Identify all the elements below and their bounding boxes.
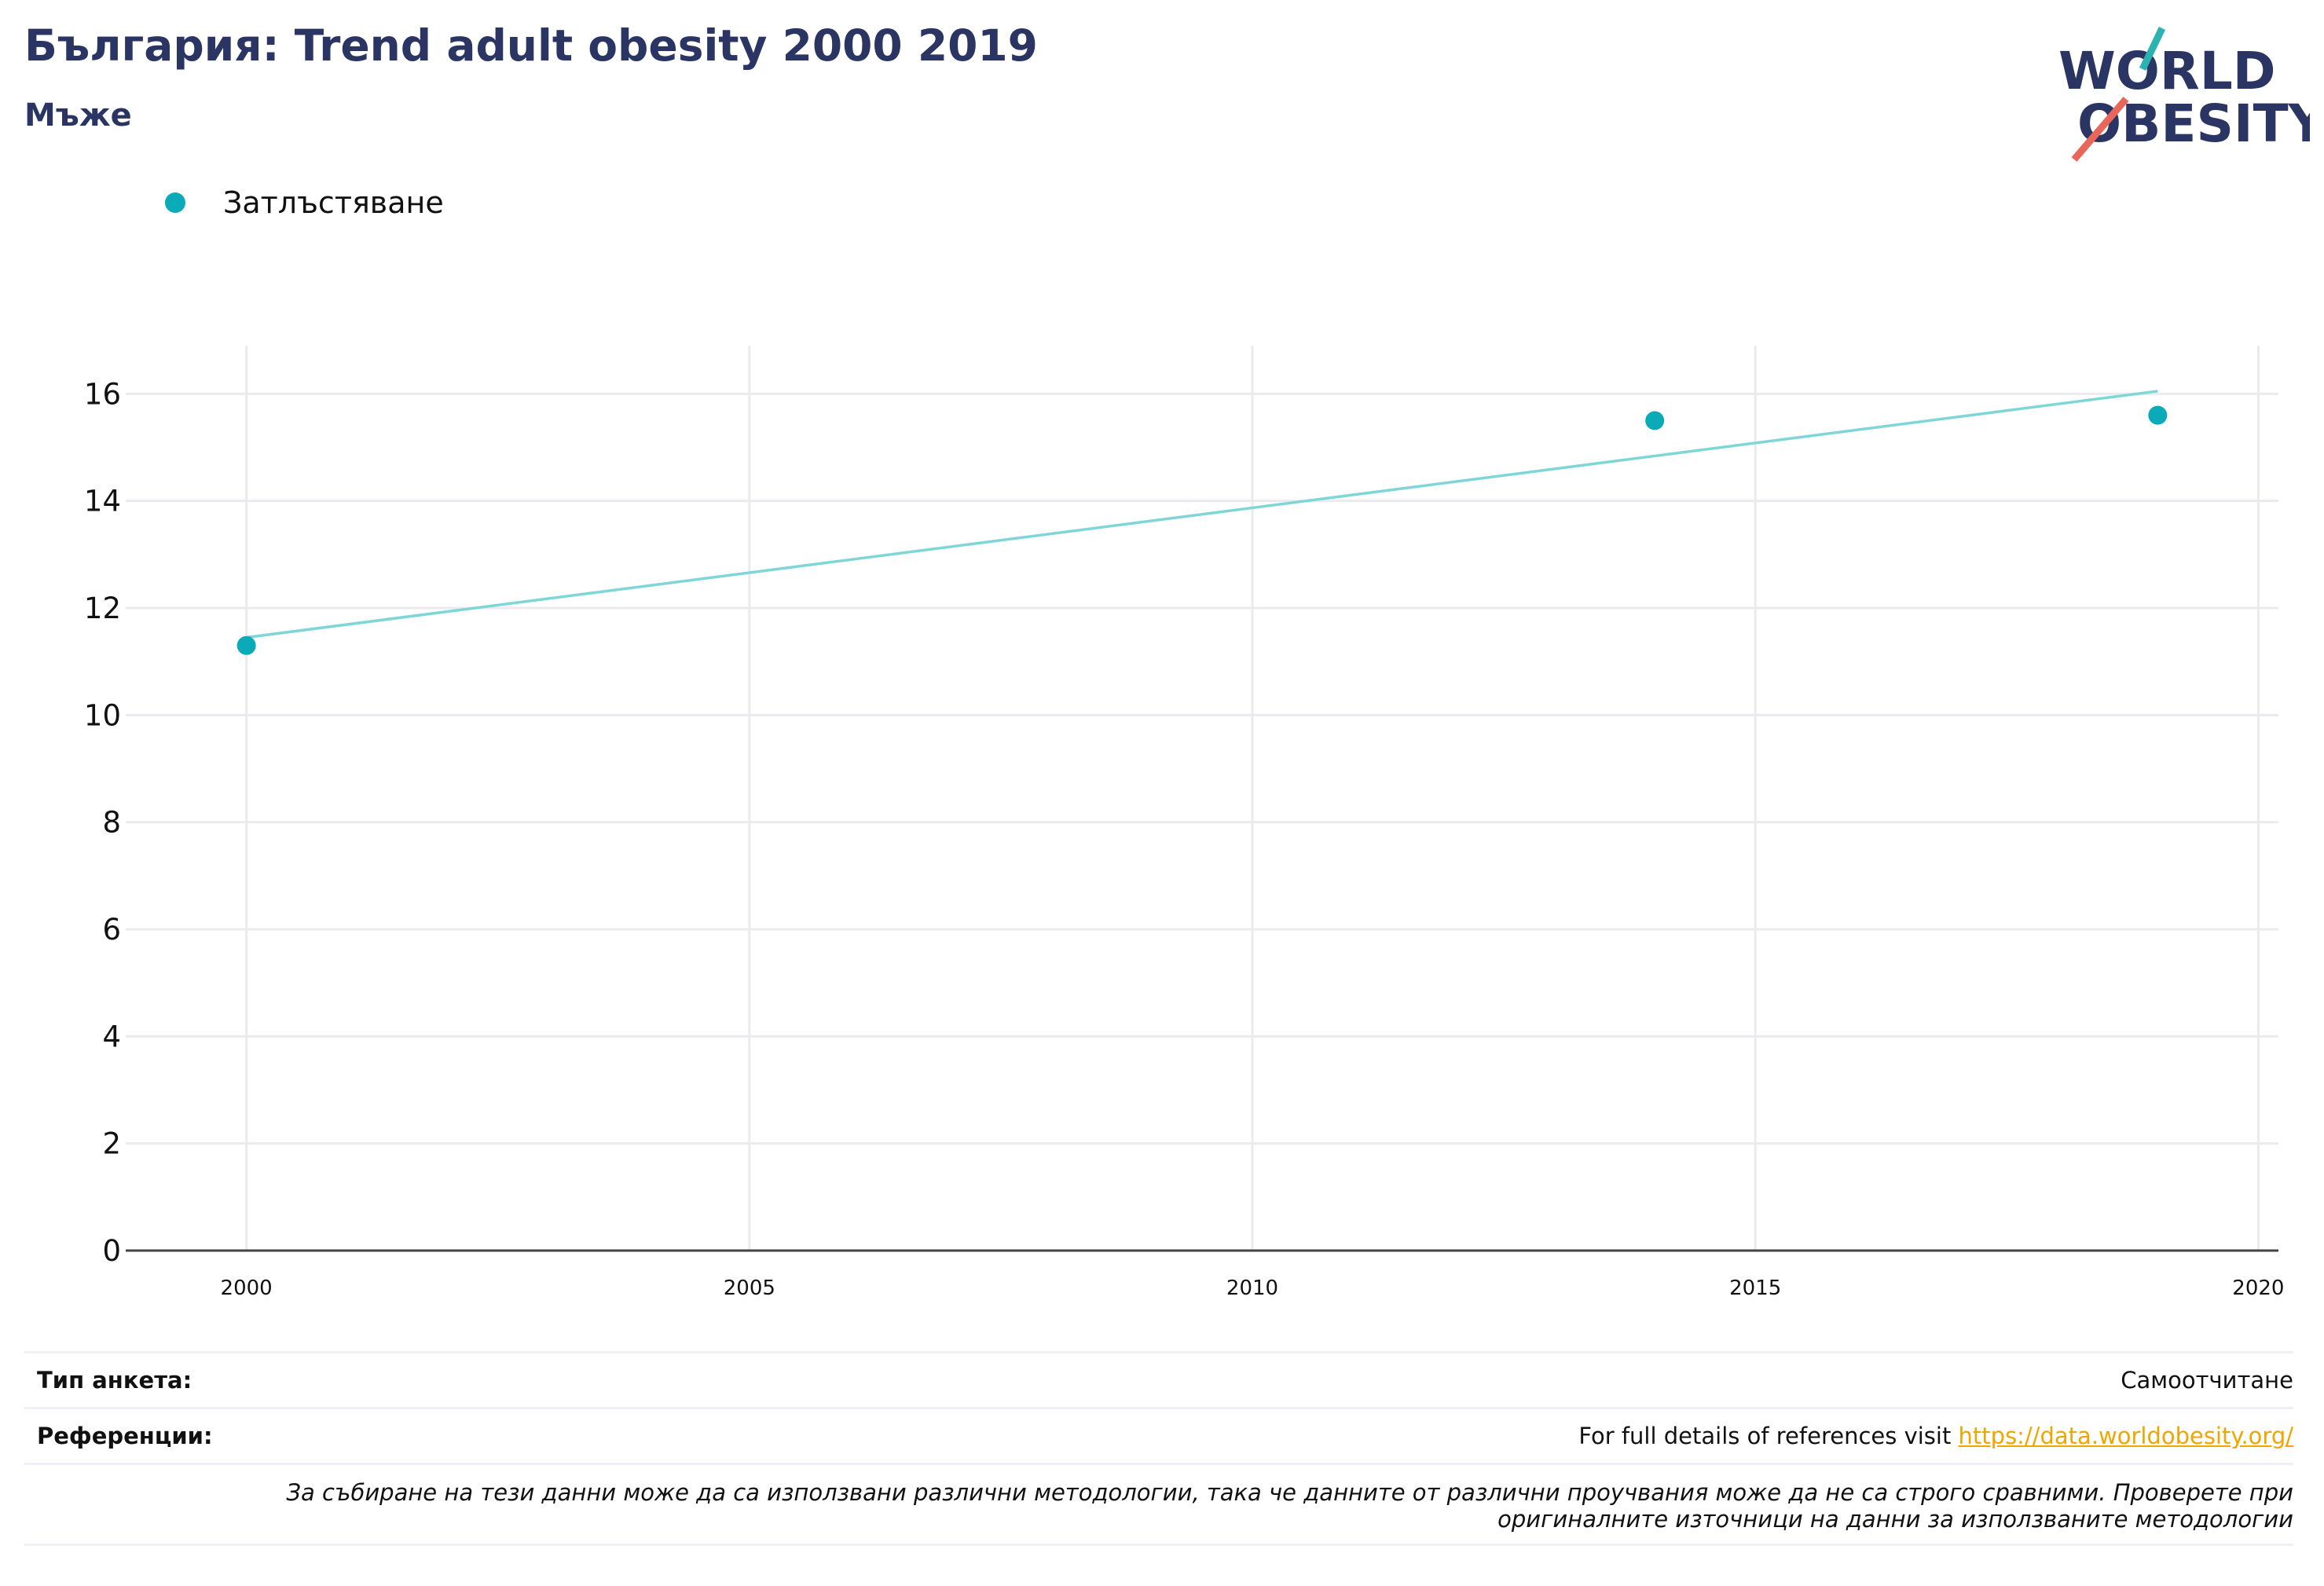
x-tick-label: 2010 — [1226, 1276, 1278, 1300]
survey-type-value: Самоотчитане — [2121, 1367, 2293, 1394]
page-title: България: Trend adult obesity 2000 2019 — [24, 20, 1038, 71]
y-tick-label: 4 — [102, 1020, 121, 1053]
legend-label: Затлъстяване — [223, 185, 444, 220]
legend-marker-icon — [165, 192, 185, 213]
y-tick-label: 16 — [84, 377, 121, 411]
references-row: Референции: For full details of referenc… — [24, 1407, 2293, 1463]
page-subtitle: Мъже — [24, 97, 132, 134]
y-tick-label: 6 — [102, 913, 121, 947]
logo-slash-red — [2071, 97, 2129, 162]
x-tick-label: 2020 — [2232, 1276, 2284, 1300]
references-text: For full details of references visit — [1578, 1423, 1959, 1449]
logo-slash-teal — [2139, 27, 2166, 71]
data-point — [236, 635, 256, 655]
chart-legend[interactable]: Затлъстяване — [165, 183, 444, 222]
survey-type-row: Тип анкета: Самоотчитане — [24, 1351, 2293, 1407]
logo-word-obesity: OBESITY — [2077, 93, 2310, 154]
x-tick-label: 2015 — [1729, 1276, 1781, 1300]
methodology-note-line-2: оригиналните източници на данни за изпол… — [1497, 1506, 2293, 1533]
y-tick-label: 14 — [84, 485, 121, 518]
references-value: For full details of references visit htt… — [1578, 1423, 2293, 1449]
x-tick-label: 2005 — [724, 1276, 775, 1300]
references-link[interactable]: https://data.worldobesity.org/ — [1958, 1423, 2293, 1449]
trend-line — [246, 390, 2158, 639]
y-tick-label: 0 — [102, 1234, 121, 1268]
y-tick-label: 8 — [102, 806, 121, 840]
chart-footer: Тип анкета: Самоотчитане Референции: For… — [24, 1351, 2293, 1546]
x-tick-label: 2000 — [221, 1276, 273, 1300]
references-label: Референции: — [37, 1423, 213, 1449]
y-tick-label: 2 — [102, 1127, 121, 1161]
y-tick-label: 10 — [84, 698, 121, 732]
world-obesity-logo: WORLD OBESITY — [2058, 27, 2310, 162]
methodology-note-line-1: За събиране на тези данни може да са изп… — [286, 1479, 2293, 1506]
methodology-note: За събиране на тези данни може да са изп… — [24, 1463, 2293, 1546]
survey-type-label: Тип анкета: — [37, 1367, 192, 1394]
data-point — [2148, 405, 2168, 425]
data-point — [1645, 411, 1665, 430]
scatter-chart: 0 2 4 6 8 10 12 14 16 2000 2005 2010 2015 2020 — [84, 346, 2284, 1300]
logo-word-world: WORLD — [2058, 41, 2276, 101]
y-tick-label: 12 — [84, 592, 121, 625]
